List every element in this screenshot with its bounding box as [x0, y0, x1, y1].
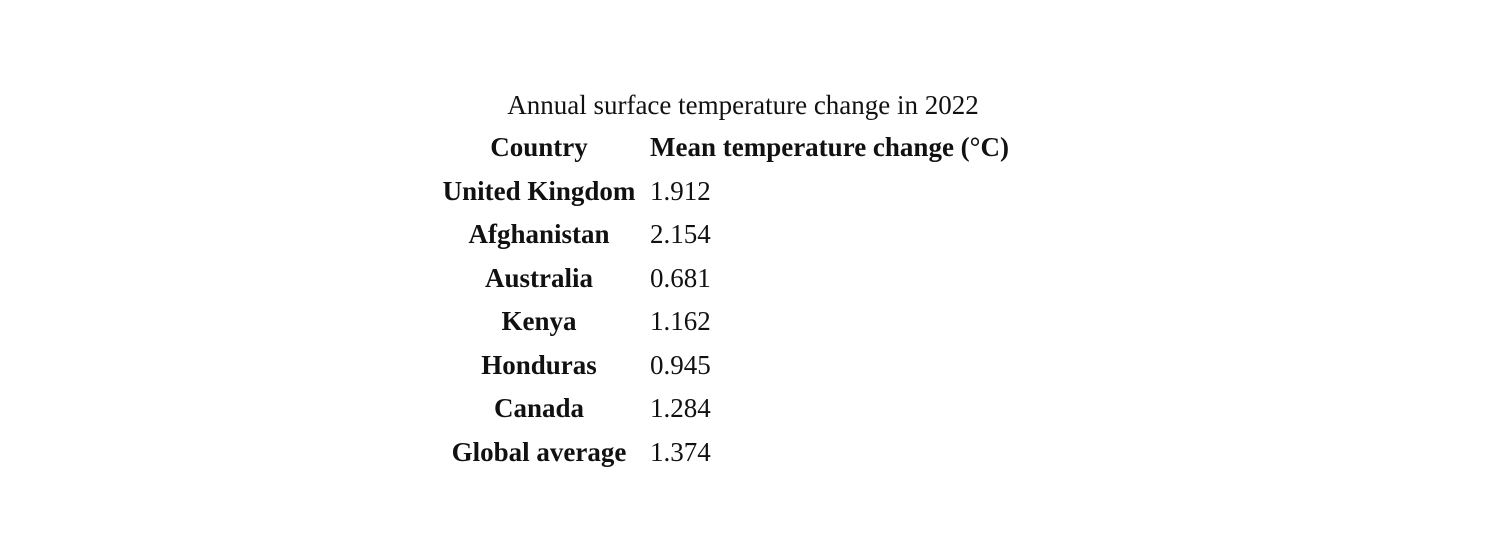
table-header-row: Country Mean temperature change (°C) [432, 126, 1009, 170]
row-value: 0.681 [650, 262, 711, 293]
table-row: Afghanistan 2.154 [432, 213, 1009, 257]
table-row: Australia 0.681 [432, 257, 1009, 301]
table-row: United Kingdom 1.912 [432, 170, 1009, 214]
header-mean-temperature-change: Mean temperature change (°C) [650, 132, 1009, 163]
row-country: United Kingdom [442, 175, 636, 206]
row-country: Canada [493, 393, 585, 424]
row-value: 1.912 [650, 175, 711, 206]
row-value: 1.284 [650, 393, 711, 424]
row-value: 2.154 [650, 219, 711, 250]
table-caption: Annual surface temperature change in 202… [507, 90, 979, 120]
header-country: Country [490, 132, 588, 163]
row-value: 1.162 [650, 306, 711, 337]
temperature-table: Country Mean temperature change (°C) Uni… [428, 126, 1013, 474]
temperature-table-container: Annual surface temperature change in 202… [432, 84, 1054, 474]
row-country: Honduras [481, 349, 597, 380]
table-row: Global average 1.374 [432, 431, 1009, 475]
table-row: Canada 1.284 [432, 387, 1009, 431]
row-country: Australia [485, 262, 593, 293]
table-row: Honduras 0.945 [432, 344, 1009, 388]
row-country: Kenya [501, 306, 577, 337]
row-country: Afghanistan [468, 219, 610, 250]
table-row: Kenya 1.162 [432, 300, 1009, 344]
row-value: 1.374 [650, 436, 711, 467]
row-country: Global average [451, 436, 627, 467]
row-value: 0.945 [650, 349, 711, 380]
